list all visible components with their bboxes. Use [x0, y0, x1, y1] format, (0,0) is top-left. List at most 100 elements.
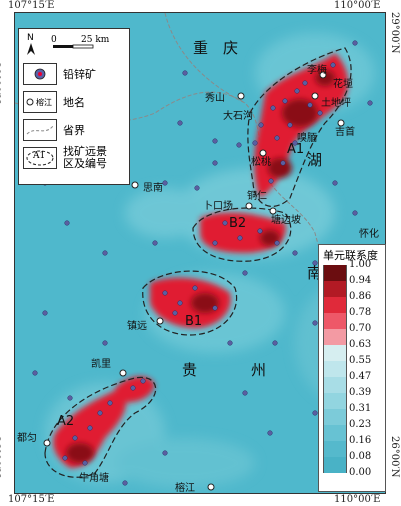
deposit-dot	[330, 62, 336, 68]
coord-top-right: 110°00′E	[334, 0, 381, 11]
deposit-dot	[122, 480, 128, 486]
deposit-dot	[162, 180, 168, 186]
area-labels: A1 B2 B1 A2	[57, 142, 304, 429]
colorbar-swatch	[323, 281, 347, 297]
scale-zero: 0	[51, 35, 57, 45]
boundary-line-icon	[26, 125, 54, 135]
deposit-dot	[267, 430, 273, 436]
label-sinan: 思南	[143, 181, 163, 194]
scale-bar: N 0 25 km	[23, 31, 123, 57]
colorbar-tick-label: 0.08	[349, 451, 372, 462]
label-tudiping: 土地坪	[321, 96, 351, 109]
deposit-dot	[172, 310, 178, 316]
deposit-dot	[312, 320, 318, 326]
coord-bottom-right: 110°00′E	[334, 494, 381, 505]
place-marker-zhenyuan	[156, 317, 164, 325]
legend-symbol-place: 榕江	[23, 91, 57, 113]
deposit-dot	[212, 305, 218, 311]
label-rongjiang: 榕江	[175, 481, 195, 494]
colorbar-tick-label: 0.70	[349, 323, 372, 334]
legend-area-label-1: 找矿远景	[63, 145, 107, 158]
colorbar-swatch	[323, 441, 347, 457]
place-marker-jishou	[337, 119, 345, 127]
deposit-dot	[222, 220, 228, 226]
place-marker-songtao	[259, 149, 267, 157]
deposit-dot	[317, 110, 323, 116]
deposit-dot	[292, 140, 298, 146]
deposit-dot	[107, 400, 113, 406]
label-liemei: 李梅	[307, 63, 327, 76]
deposit-dot	[72, 435, 78, 441]
colorbar-tick-label: 0.78	[349, 307, 372, 318]
deposit-dot	[367, 100, 373, 106]
place-circle-icon	[26, 98, 34, 106]
area-a1-outline	[247, 47, 352, 207]
label-jishou: 吉首	[335, 125, 355, 138]
deposit-icon	[34, 68, 46, 80]
deposit-dot	[242, 270, 248, 276]
label-tangbianpo: 塘边坡	[271, 213, 301, 226]
deposit-dot	[292, 250, 298, 256]
scale-north-graphic: N 0 25 km	[27, 33, 110, 55]
legend-boundary-label: 省界	[63, 124, 85, 137]
region-guizhou-2: 州	[251, 361, 266, 379]
place-labels: 李梅 花垣 土地坪 秀山 大石沟 吉首 松桃 嗅腼 思南 铜仁 卜口场 塘边坡 …	[17, 63, 379, 494]
deposit-dot	[212, 138, 218, 144]
legend-deposit-label: 铅锌矿	[63, 68, 96, 81]
place-markers	[43, 71, 375, 491]
deposit-dot	[67, 395, 73, 401]
deposit-dot	[162, 450, 168, 456]
place-marker-huayuan	[311, 92, 319, 100]
area-label-b2: B2	[229, 216, 246, 231]
colorbar-tick-label: 0.63	[349, 339, 372, 350]
area-label-a1: A1	[287, 142, 304, 157]
colorbar-swatch	[323, 377, 347, 393]
deposit-dot	[312, 410, 318, 416]
north-label: N	[27, 33, 34, 43]
deposit-dot	[162, 290, 168, 296]
colorbar-swatch	[323, 361, 347, 377]
legend-place-sample: 榕江	[36, 97, 52, 107]
deposit-dot	[64, 220, 70, 226]
colorbar-swatch	[323, 313, 347, 329]
label-duyun: 都匀	[17, 432, 37, 444]
deposit-dot	[332, 180, 338, 186]
deposit-dot	[140, 378, 146, 384]
deposit-dot	[236, 142, 242, 148]
colorbar-tick-label: 0.86	[349, 291, 372, 302]
deposit-dot	[282, 98, 288, 104]
label-xiushan: 秀山	[205, 92, 225, 104]
deposit-dot	[258, 122, 264, 128]
label-huaihua: 怀化	[359, 227, 379, 240]
map-legend: N 0 25 km 铅锌矿 榕江 地名 省界	[18, 28, 130, 185]
legend-symbol-area: A1	[23, 147, 57, 169]
colorbar-tick-label: 0.39	[349, 387, 372, 398]
label-tongren: 铜仁	[247, 190, 267, 202]
deposit-dot	[307, 102, 313, 108]
place-marker-tongren	[245, 202, 253, 210]
colorbar-swatch	[323, 297, 347, 313]
region-hunan-1: 湖	[307, 151, 322, 169]
deposit-dot	[177, 120, 183, 126]
colorbar-swatch	[323, 265, 347, 281]
coord-top-left: 107°15′E	[8, 0, 55, 11]
scale-segment-2	[72, 44, 94, 49]
colorbar-tick-label: 0.31	[349, 403, 372, 414]
region-chongqing-1: 重	[193, 39, 208, 57]
deposit-dot	[302, 80, 308, 86]
deposit-dot	[212, 240, 218, 246]
region-labels: 重 庆 湖 南 贵 州	[182, 39, 322, 379]
deposit-dot	[130, 385, 136, 391]
coord-left-top: 29°00′N	[0, 62, 1, 103]
deposit-dot	[62, 455, 68, 461]
coord-right-bottom: 26°00′N	[389, 436, 400, 478]
deposit-dot	[280, 160, 286, 166]
coord-left-bottom: 26°00′N	[0, 436, 1, 477]
colorbar-tick-label: 0.16	[349, 435, 372, 446]
north-arrow-icon	[27, 43, 35, 55]
colorbar-legend: 单元联系度 1.00 0.94 0.86 0.78 0.70 0.63 0.55 0.47 0.…	[318, 244, 386, 492]
colorbar-title: 单元联系度	[323, 249, 378, 262]
deposit-dot	[82, 460, 88, 466]
deposit-dot	[32, 370, 38, 376]
legend-symbol-boundary	[23, 119, 57, 141]
